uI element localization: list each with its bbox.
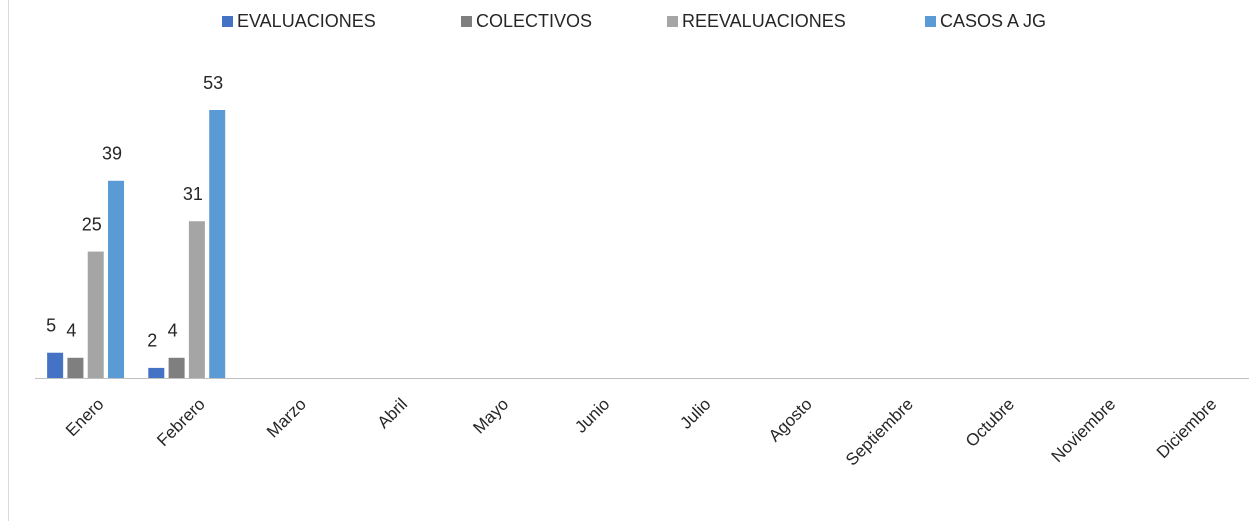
legend-swatch [222, 16, 233, 27]
x-tick-label: Julio [676, 395, 714, 433]
data-label: 53 [203, 73, 223, 93]
legend-swatch [461, 16, 472, 27]
legend-label: EVALUACIONES [237, 11, 376, 31]
data-label: 25 [82, 214, 102, 234]
x-tick-label: Mayo [469, 395, 512, 438]
x-tick-label: Noviembre [1048, 395, 1120, 467]
data-label: 39 [102, 144, 122, 164]
legend-swatch [925, 16, 936, 27]
legend-swatch [667, 16, 678, 27]
x-tick-label: Junio [571, 395, 613, 437]
x-tick-label: Septiembre [842, 395, 917, 470]
x-tick-label: Octubre [962, 395, 1018, 451]
x-tick-label: Diciembre [1153, 395, 1221, 463]
x-tick-label: Enero [62, 395, 108, 441]
bar [188, 221, 205, 378]
data-label: 4 [66, 321, 76, 341]
legend-label: CASOS A JG [940, 11, 1046, 31]
x-tick-label: Abril [374, 395, 411, 432]
bar [108, 180, 125, 378]
bar [168, 357, 185, 378]
bar [148, 367, 165, 378]
x-tick-label: Marzo [263, 395, 310, 442]
data-label: 2 [147, 331, 157, 351]
x-tick-label: Febrero [153, 395, 209, 451]
bar [87, 251, 104, 378]
data-label: 5 [46, 315, 56, 335]
data-label: 4 [168, 321, 178, 341]
bar [67, 357, 84, 378]
legend-label: COLECTIVOS [476, 11, 592, 31]
data-label: 31 [183, 184, 203, 204]
bar [47, 352, 64, 378]
x-tick-label: Agosto [765, 395, 816, 446]
bar [209, 110, 226, 378]
legend-label: REEVALUACIONES [682, 11, 846, 31]
